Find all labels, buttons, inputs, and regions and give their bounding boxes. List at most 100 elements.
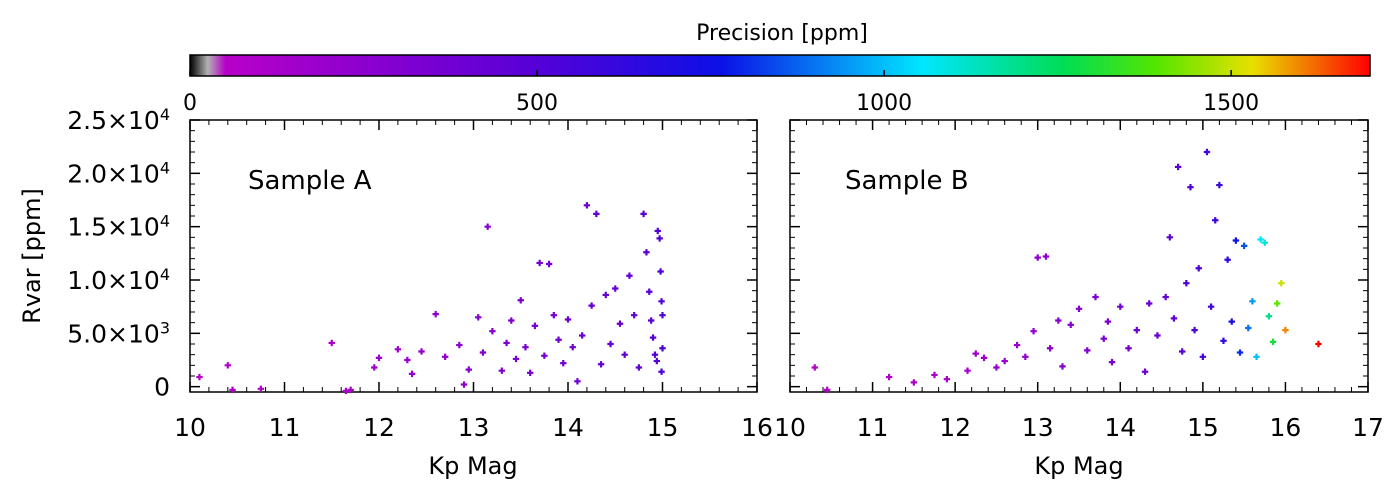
panel-b-x-ticks: 10 11 12 13 14 15 16 17 (774, 120, 1384, 442)
data-point (574, 378, 581, 385)
data-point (630, 312, 638, 319)
data-point (1067, 321, 1074, 328)
data-point (1117, 303, 1124, 310)
colorbar-ticks: 0 500 1000 1500 (183, 70, 1259, 116)
data-point (408, 370, 416, 378)
data-point (656, 235, 663, 242)
y-tick-label: 1.5×104 (67, 211, 170, 242)
data-point (1183, 280, 1190, 287)
data-point (1145, 300, 1153, 307)
data-point (659, 312, 666, 319)
data-point (475, 314, 482, 321)
data-point (1154, 332, 1161, 339)
data-point (593, 210, 600, 218)
x-tick-label: 15 (647, 413, 679, 442)
data-point (1059, 363, 1066, 370)
data-point (1022, 353, 1029, 360)
data-point (541, 352, 548, 359)
data-point (1108, 358, 1116, 366)
data-point (1046, 345, 1054, 352)
data-point (657, 268, 664, 275)
data-point (517, 297, 524, 304)
panel-b-y-ticks (790, 119, 1368, 388)
data-point (647, 317, 655, 324)
data-point (545, 260, 553, 268)
data-point (640, 210, 647, 218)
data-point (1133, 326, 1140, 334)
panel-a-label: Sample A (248, 166, 372, 196)
data-point (196, 373, 203, 381)
data-point (347, 386, 354, 394)
data-point (1212, 217, 1219, 224)
y-tick-exponent: 3 (160, 318, 170, 337)
data-point (1282, 326, 1289, 334)
data-point (653, 357, 661, 365)
data-point (569, 344, 576, 351)
data-point (1174, 163, 1182, 171)
data-point (527, 369, 534, 376)
data-point (489, 328, 496, 335)
data-point (1034, 254, 1041, 261)
colorbar-gradient (189, 54, 1371, 77)
x-tick-label: 16 (1270, 413, 1302, 442)
y-tick-exponent: 4 (160, 265, 170, 284)
x-tick-label: 13 (1022, 413, 1054, 442)
data-point (460, 381, 468, 388)
data-point (498, 367, 506, 374)
data-point (1001, 357, 1008, 365)
data-point (931, 371, 938, 379)
data-point (993, 364, 1000, 371)
x-tick-label: 10 (774, 413, 806, 442)
y-tick-exponent: 4 (160, 158, 170, 177)
colorbar-tick-label: 1000 (856, 91, 912, 116)
panel-b-frame (789, 119, 1369, 393)
data-point (224, 362, 231, 369)
data-point (1084, 347, 1091, 354)
y-tick-label: 2.5×104 (67, 105, 170, 136)
data-point (583, 202, 591, 209)
data-point (229, 386, 236, 394)
data-point (479, 349, 487, 356)
data-point (658, 298, 665, 305)
data-point (597, 361, 605, 368)
x-tick-label: 11 (269, 413, 301, 442)
data-point (550, 312, 558, 319)
y-tick-label: 5.0×103 (67, 318, 170, 349)
data-point (646, 288, 653, 295)
data-point (885, 373, 893, 381)
data-point (654, 227, 661, 235)
panel-a-points (196, 202, 666, 395)
x-tick-label: 11 (857, 413, 889, 442)
panel-a-frame (189, 119, 758, 393)
y-tick-exponent: 4 (160, 105, 170, 124)
y-axis-label: Rvar [ppm] (18, 188, 46, 324)
data-point (1220, 337, 1227, 344)
data-point (1236, 349, 1244, 356)
data-point (1207, 303, 1215, 310)
data-point (1232, 237, 1240, 244)
data-point (1245, 324, 1252, 332)
data-point (1195, 265, 1202, 272)
data-point (616, 320, 624, 327)
data-point (1104, 318, 1112, 325)
colorbar: Precision [ppm] 0 500 1000 1500 (183, 21, 1371, 116)
y-tick-label: 1.0×104 (67, 265, 170, 296)
data-point (1315, 340, 1322, 348)
data-point (257, 385, 265, 392)
data-point (1253, 353, 1260, 360)
data-point (651, 351, 659, 358)
data-point (635, 364, 643, 371)
data-point (1273, 300, 1281, 307)
x-tick-label: 15 (1187, 413, 1219, 442)
data-point (465, 366, 472, 373)
data-point (1224, 256, 1231, 263)
data-point (607, 340, 614, 348)
data-point (522, 344, 529, 351)
data-point (1092, 293, 1099, 301)
data-point (578, 332, 586, 339)
data-point (602, 291, 609, 299)
x-tick-label: 14 (1104, 413, 1136, 442)
y-tick-label: 2.0×104 (67, 158, 170, 189)
data-point (1269, 338, 1277, 346)
